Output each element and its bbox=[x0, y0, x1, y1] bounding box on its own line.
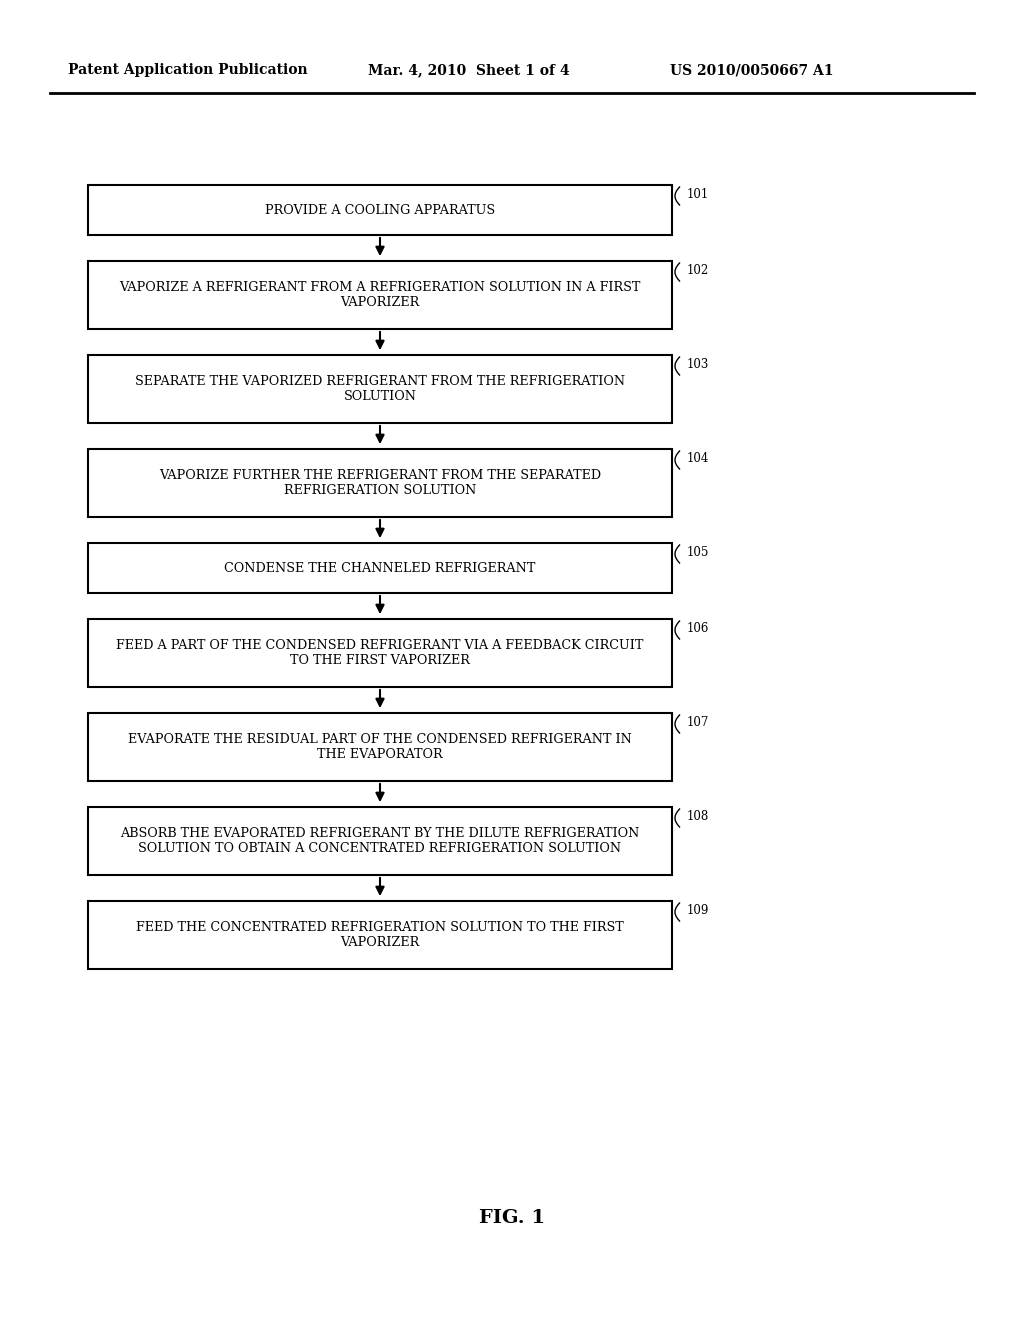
Text: FIG. 1: FIG. 1 bbox=[479, 1209, 545, 1228]
Bar bbox=[88, 261, 672, 329]
Text: PROVIDE A COOLING APPARATUS: PROVIDE A COOLING APPARATUS bbox=[265, 203, 495, 216]
Text: 109: 109 bbox=[687, 904, 710, 917]
Text: VAPORIZE FURTHER THE REFRIGERANT FROM THE SEPARATED
REFRIGERATION SOLUTION: VAPORIZE FURTHER THE REFRIGERANT FROM TH… bbox=[159, 469, 601, 498]
Text: 105: 105 bbox=[687, 546, 710, 558]
Text: 103: 103 bbox=[687, 358, 710, 371]
Bar bbox=[88, 185, 672, 235]
Text: US 2010/0050667 A1: US 2010/0050667 A1 bbox=[670, 63, 834, 77]
Bar bbox=[88, 713, 672, 781]
Text: 107: 107 bbox=[687, 715, 710, 729]
Bar bbox=[88, 449, 672, 517]
Text: 101: 101 bbox=[687, 187, 710, 201]
Bar bbox=[88, 807, 672, 875]
Text: EVAPORATE THE RESIDUAL PART OF THE CONDENSED REFRIGERANT IN
THE EVAPORATOR: EVAPORATE THE RESIDUAL PART OF THE CONDE… bbox=[128, 733, 632, 762]
Text: 104: 104 bbox=[687, 451, 710, 465]
Text: CONDENSE THE CHANNELED REFRIGERANT: CONDENSE THE CHANNELED REFRIGERANT bbox=[224, 561, 536, 574]
Text: 106: 106 bbox=[687, 622, 710, 635]
Text: VAPORIZE A REFRIGERANT FROM A REFRIGERATION SOLUTION IN A FIRST
VAPORIZER: VAPORIZE A REFRIGERANT FROM A REFRIGERAT… bbox=[120, 281, 641, 309]
Bar bbox=[88, 619, 672, 686]
Text: ABSORB THE EVAPORATED REFRIGERANT BY THE DILUTE REFRIGERATION
SOLUTION TO OBTAIN: ABSORB THE EVAPORATED REFRIGERANT BY THE… bbox=[120, 828, 640, 855]
Text: 102: 102 bbox=[687, 264, 710, 277]
Bar bbox=[88, 543, 672, 593]
Bar bbox=[88, 902, 672, 969]
Text: FEED THE CONCENTRATED REFRIGERATION SOLUTION TO THE FIRST
VAPORIZER: FEED THE CONCENTRATED REFRIGERATION SOLU… bbox=[136, 921, 624, 949]
Bar bbox=[88, 355, 672, 422]
Text: SEPARATE THE VAPORIZED REFRIGERANT FROM THE REFRIGERATION
SOLUTION: SEPARATE THE VAPORIZED REFRIGERANT FROM … bbox=[135, 375, 625, 403]
Text: Patent Application Publication: Patent Application Publication bbox=[68, 63, 307, 77]
Text: Mar. 4, 2010  Sheet 1 of 4: Mar. 4, 2010 Sheet 1 of 4 bbox=[368, 63, 569, 77]
Text: 108: 108 bbox=[687, 810, 710, 822]
Text: FEED A PART OF THE CONDENSED REFRIGERANT VIA A FEEDBACK CIRCUIT
TO THE FIRST VAP: FEED A PART OF THE CONDENSED REFRIGERANT… bbox=[117, 639, 644, 667]
